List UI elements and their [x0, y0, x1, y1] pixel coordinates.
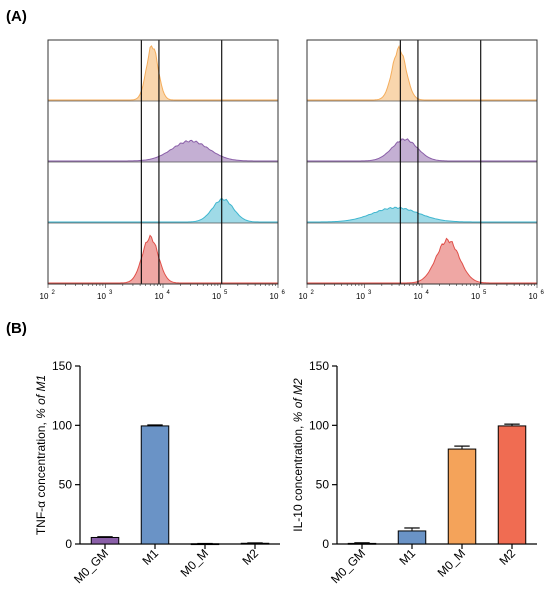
y-tick-label: 0: [322, 537, 329, 551]
bar-m2: [497, 425, 527, 545]
x-tick-label: M1: [396, 546, 418, 568]
x-tick-label: 10: [40, 292, 49, 301]
x-tick-label: 10: [529, 292, 538, 301]
x-tick-exponent: 2: [311, 290, 315, 296]
x-tick-label: 10: [270, 292, 279, 301]
histogram-m2: [307, 238, 537, 284]
bar-m1: [397, 530, 427, 545]
y-axis-label-unit: % of M1: [34, 375, 48, 419]
bar-chart-tnf: 0 50 100 150 TNF-α concentration, % of M1 M0_…: [34, 359, 280, 586]
bar-m0-m: [447, 448, 477, 545]
histogram-outline-m0-m: [307, 45, 537, 101]
x-tick-exponent: 6: [282, 290, 286, 296]
y-axis-label-unit: % of M2: [291, 378, 305, 422]
x-tick-label: M0_M: [178, 546, 211, 579]
x-tick-label: M2: [239, 546, 261, 568]
x-tick-label: M0_GM: [71, 546, 111, 586]
x-tick-exponent: 2: [52, 290, 56, 296]
y-tick-label: 150: [52, 359, 72, 373]
y-axis-label: IL-10 concentration, % of M2: [291, 378, 305, 532]
x-tick-label: 10: [299, 292, 308, 301]
x-tick-exponent: 5: [483, 290, 487, 296]
bar-m1: [140, 425, 170, 545]
x-tick-exponent: 5: [224, 290, 228, 296]
histogram-m1: [307, 207, 537, 223]
panel-b-label: (B): [6, 320, 27, 337]
x-tick-label: M0_GM: [328, 546, 368, 586]
histogram-outline-m1: [307, 206, 537, 223]
y-tick-label: 0: [65, 537, 72, 551]
x-tick-label: 10: [155, 292, 164, 301]
y-axis-label-text: IL-10 concentration,: [291, 422, 305, 531]
x-tick-label: 10: [471, 292, 480, 301]
x-tick-exponent: 4: [167, 290, 171, 296]
histogram-m0-m: [307, 46, 537, 101]
histogram-m0-m: [48, 45, 278, 101]
panel-a-label: (A): [6, 8, 27, 25]
histogram-m2: [48, 235, 278, 284]
x-tick-exponent: 6: [541, 290, 545, 296]
histogram-outline-m2: [307, 237, 537, 284]
x-tick-label: M1: [139, 546, 161, 568]
flow-panel-cd86: 10 2 10 3 10 4 10 5 10 6: [40, 39, 286, 301]
x-tick-label: M2: [496, 546, 518, 568]
y-tick-label: 100: [52, 418, 72, 432]
histogram-outline-m0-gm: [307, 138, 537, 162]
x-tick-exponent: 4: [426, 290, 430, 296]
histogram-outline-m0-gm: [48, 139, 278, 162]
y-tick-label: 100: [309, 418, 329, 432]
histogram-m0-gm: [307, 138, 537, 162]
y-axis-label-text: TNF-α concentration,: [34, 419, 48, 535]
histogram-m0-gm: [48, 140, 278, 162]
x-tick-label: 10: [212, 292, 221, 301]
x-tick-label: 10: [414, 292, 423, 301]
histogram-m1: [48, 198, 278, 223]
bar-m0-gm: [90, 536, 120, 545]
y-tick-label: 50: [59, 478, 73, 492]
histogram-outline-m2: [48, 234, 278, 284]
x-tick-exponent: 3: [368, 290, 372, 296]
x-tick-label: 10: [97, 292, 106, 301]
x-tick-exponent: 3: [109, 290, 113, 296]
x-tick-label: 10: [356, 292, 365, 301]
histogram-outline-m0-m: [48, 45, 278, 101]
y-axis-label: TNF-α concentration, % of M1: [34, 375, 48, 535]
histogram-outline-m1: [48, 197, 278, 223]
y-tick-label: 50: [316, 478, 330, 492]
x-tick-label: M0_M: [435, 546, 468, 579]
y-tick-label: 150: [309, 359, 329, 373]
bar-chart-il10: 0 50 100 150 IL-10 concentration, % of M2 M0_…: [291, 359, 537, 586]
flow-panel-cd206: 10 2 10 3 10 4 10 5 10 6: [299, 39, 545, 301]
